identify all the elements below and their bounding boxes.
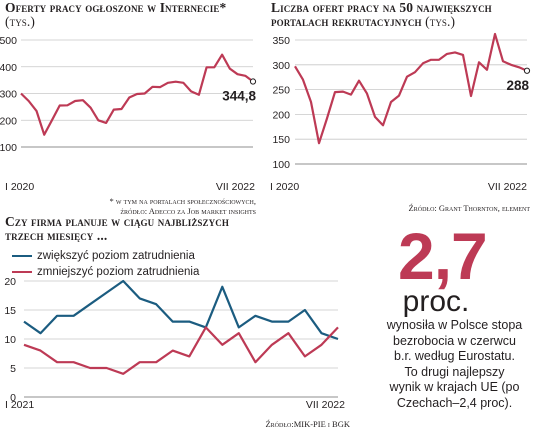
callout-unit: proc.: [402, 285, 470, 318]
chart2-y-tick-label: 150: [272, 134, 290, 146]
callout-description: wynosiła w Polsce stopa bezrobocia w cze…: [373, 318, 536, 411]
chart2-y-tick-label: 200: [272, 109, 290, 121]
chart3-series-line-1: [23, 279, 339, 341]
legend-label-increase: zwiększyć poziom zatrudnienia: [37, 250, 195, 262]
chart3-y-tick-label: 0: [10, 392, 16, 404]
chart2-footnote: Źródło: Grant Thornton, element: [300, 203, 530, 213]
chart3-y-tick-label: 15: [4, 305, 16, 317]
legend-item-decrease: zmniejszyć poziom zatrudnienia: [12, 264, 199, 280]
chart3-title-text: Czy firma planuje w ciągu najbliższych t…: [5, 214, 229, 243]
chart3-title: Czy firma planuje w ciągu najbliższych t…: [5, 215, 250, 243]
chart2-series-line-1: [294, 32, 528, 145]
chart3-x-tick-label: I 2021: [5, 399, 34, 411]
chart1-end-value-label: 344,8: [222, 89, 256, 104]
chart2-y-tick-label: 250: [272, 85, 290, 97]
chart2-y-tick-label: 350: [272, 35, 290, 47]
chart2-title-text: Liczba ofert pracy na 50 największych po…: [271, 0, 492, 29]
chart2-y-tick-label: 100: [272, 159, 290, 171]
chart1-series-line-1: [20, 53, 254, 136]
chart1-footnote-line-1: * w tym na portalach społecznościowych,: [109, 196, 257, 206]
chart3-footnote-line-1: Źródło:MIK-PIE i BGK: [265, 419, 350, 429]
callout-line-5: wynik w krajach UE (po: [389, 380, 520, 394]
chart2-footnote-line-1: Źródło: Grant Thornton, element: [408, 203, 530, 213]
callout-line-1: wynosiła w Polsce stopa: [386, 318, 523, 332]
chart3-y-tick-label: 10: [4, 334, 16, 346]
chart1-y-tick-label: 400: [0, 62, 17, 74]
chart3-y-tick-label: 20: [4, 276, 16, 288]
callout-line-2: bezrobocia w czerwcu: [393, 333, 516, 348]
chart3-series-line-2: [23, 326, 339, 375]
chart2-x-tick-label: I 2020: [270, 181, 299, 193]
chart1-unit: (tys.): [5, 14, 35, 29]
chart1-x-tick-label: I 2020: [5, 181, 34, 193]
callout-number: 2,7: [398, 219, 488, 293]
chart3-legend: zwiększyć poziom zatrudnienia zmniejszyć…: [12, 248, 199, 280]
chart1-x-tick-label: VII 2022: [216, 181, 255, 193]
legend-swatch-decrease: [12, 270, 32, 274]
chart1-y-tick-label: 300: [0, 89, 17, 101]
chart1-title: Oferty pracy ogłoszone w Internecie* (ty…: [5, 1, 226, 29]
chart2-title: Liczba ofert pracy na 50 największych po…: [271, 1, 533, 29]
chart2-unit: (tys.): [425, 14, 456, 29]
chart1-y-tick-label: 100: [0, 142, 17, 154]
chart3-x-tick-label: VII 2022: [306, 399, 345, 411]
callout-line-6: Czechach–2,4 proc).: [396, 395, 513, 410]
chart3-y-tick-label: 5: [10, 363, 16, 375]
chart1-footnote: * w tym na portalach społecznościowych, …: [40, 196, 257, 216]
chart1-footnote-line-2: źródło: Adecco za Job market insights: [120, 206, 256, 216]
chart2-y-tick-label: 300: [272, 60, 290, 72]
chart1-y-tick-label: 200: [0, 115, 17, 127]
legend-item-increase: zwiększyć poziom zatrudnienia: [12, 248, 199, 264]
chart2-x-tick-label: VII 2022: [488, 181, 527, 193]
chart1-end-point: [249, 78, 257, 85]
legend-swatch-increase: [12, 254, 32, 258]
chart1-y-tick-label: 500: [0, 35, 17, 47]
chart2-end-point: [523, 67, 531, 74]
legend-label-decrease: zmniejszyć poziom zatrudnienia: [37, 266, 200, 278]
chart2-end-value-label: 288: [506, 78, 529, 93]
chart1-title-text: Oferty pracy ogłoszone w Internecie*: [5, 0, 227, 15]
callout-line-4: To drugi najlepszy: [404, 364, 505, 379]
callout-line-3: b.r. według Eurostatu.: [394, 349, 515, 363]
chart3-footnote: Źródło:MIK-PIE i BGK: [150, 419, 350, 429]
